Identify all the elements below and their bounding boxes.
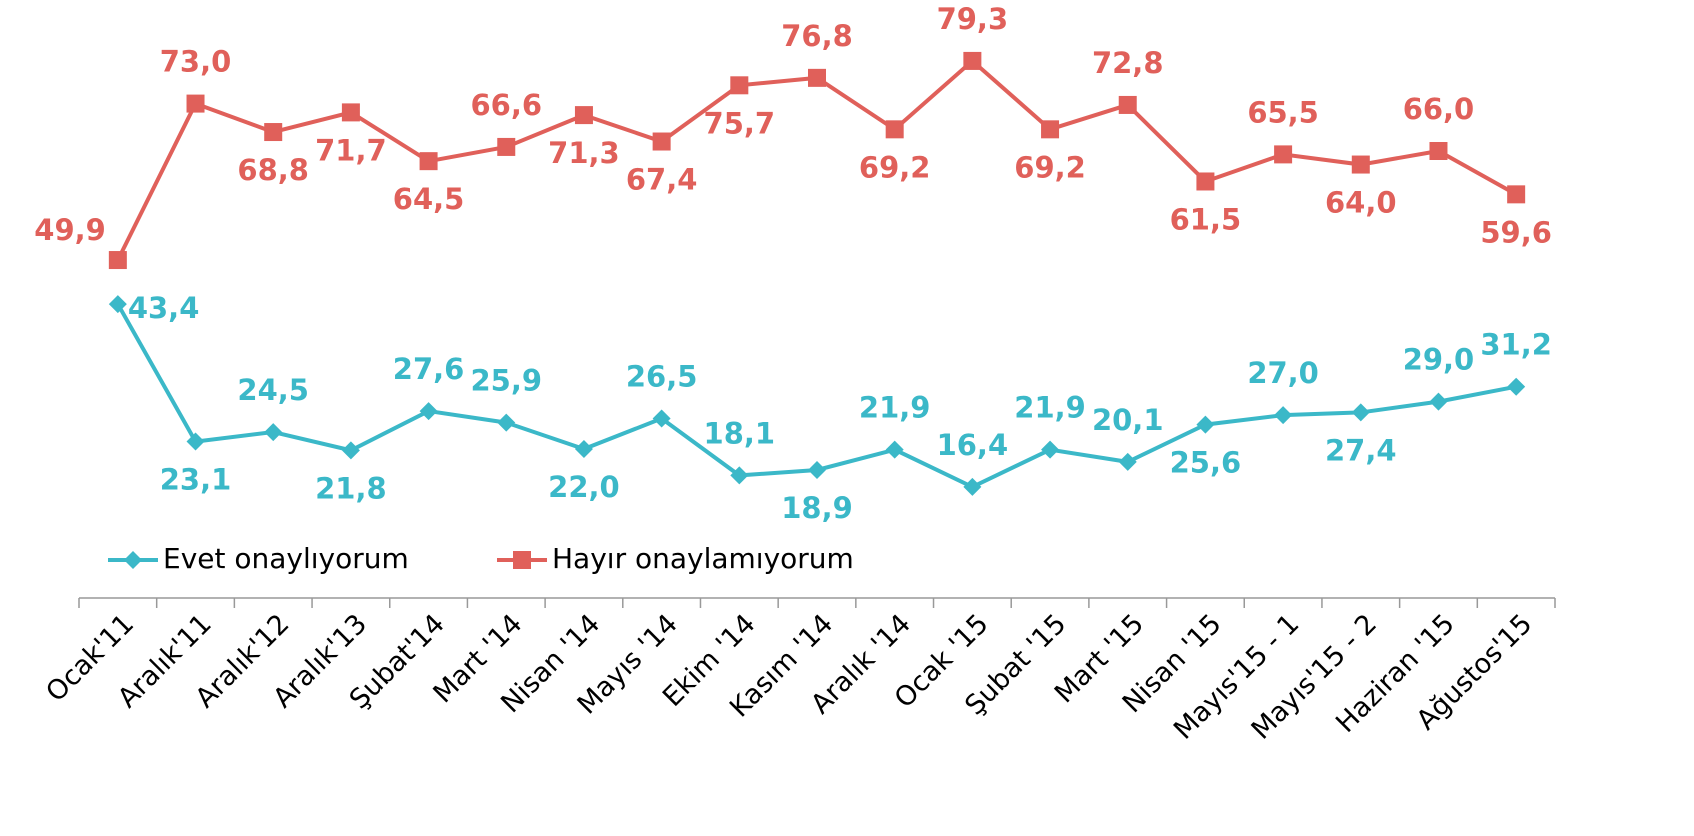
data-label: 65,5	[1247, 95, 1319, 129]
data-label: 66,6	[470, 88, 542, 122]
marker	[1429, 392, 1448, 411]
data-label: 16,4	[937, 428, 1009, 462]
marker	[1429, 142, 1448, 160]
marker	[1274, 145, 1293, 164]
marker	[730, 466, 749, 485]
data-label: 49,9	[34, 213, 106, 247]
marker	[808, 460, 826, 479]
data-label: 76,8	[781, 19, 853, 53]
marker	[341, 441, 360, 460]
marker	[885, 120, 904, 139]
marker	[1041, 440, 1060, 459]
data-label: 79,3	[937, 2, 1009, 36]
marker	[186, 94, 205, 113]
data-label: 23,1	[160, 463, 232, 497]
marker	[730, 76, 749, 95]
data-label: 26,5	[626, 360, 698, 394]
marker	[1351, 155, 1370, 174]
marker	[1196, 415, 1215, 434]
marker	[1041, 120, 1060, 139]
data-label: 59,6	[1480, 215, 1552, 249]
marker	[419, 402, 438, 421]
marker	[341, 103, 360, 122]
data-label: 20,1	[1092, 403, 1164, 437]
marker	[1118, 95, 1137, 114]
data-label: 29,0	[1403, 343, 1475, 377]
marker	[1274, 406, 1293, 425]
data-label: 21,9	[859, 391, 931, 425]
marker	[1118, 452, 1137, 471]
marker	[1507, 377, 1526, 396]
data-label: 67,4	[626, 163, 698, 197]
legend-label: Evet onaylıyorum	[163, 542, 409, 575]
data-label: 31,2	[1480, 328, 1552, 362]
marker	[1507, 185, 1526, 204]
marker	[186, 432, 205, 451]
data-label: 18,9	[781, 491, 853, 525]
marker	[885, 440, 904, 459]
data-label: 27,4	[1325, 433, 1397, 467]
data-label: 69,2	[859, 150, 931, 184]
legend-marker	[124, 551, 142, 569]
data-label: 21,8	[315, 471, 387, 505]
marker	[497, 137, 516, 156]
data-label: 25,9	[470, 364, 542, 398]
legend-marker	[513, 551, 531, 569]
data-label: 22,0	[548, 470, 620, 504]
legend-label: Hayır onaylamıyorum	[552, 542, 854, 575]
marker	[652, 409, 671, 428]
data-label: 18,1	[704, 416, 776, 450]
marker	[652, 132, 671, 151]
marker	[574, 106, 593, 125]
data-label: 21,9	[1014, 391, 1086, 425]
data-label: 69,2	[1014, 150, 1086, 184]
data-label: 71,3	[548, 136, 620, 170]
marker	[1196, 172, 1215, 191]
data-label: 25,6	[1170, 446, 1242, 480]
marker	[108, 295, 127, 314]
marker	[264, 423, 283, 442]
data-label: 66,0	[1403, 92, 1475, 126]
marker	[264, 123, 283, 142]
series-line	[116, 303, 1517, 490]
data-label: 64,0	[1325, 186, 1397, 220]
marker	[108, 251, 127, 270]
marker	[808, 68, 826, 87]
data-label: 24,5	[237, 373, 309, 407]
data-label: 68,8	[237, 153, 309, 187]
data-label: 27,0	[1247, 356, 1319, 390]
data-label: 43,4	[128, 291, 200, 325]
data-label: 64,5	[393, 182, 465, 216]
data-label: 73,0	[160, 45, 232, 79]
data-label: 27,6	[393, 352, 465, 386]
marker	[497, 413, 516, 432]
marker	[1351, 403, 1370, 422]
data-label: 72,8	[1092, 46, 1164, 80]
marker	[963, 51, 982, 70]
marker	[574, 440, 593, 458]
marker	[419, 152, 438, 171]
data-label: 61,5	[1170, 202, 1242, 236]
data-label: 75,7	[704, 106, 776, 140]
data-label: 71,7	[315, 133, 387, 167]
marker	[963, 477, 982, 496]
